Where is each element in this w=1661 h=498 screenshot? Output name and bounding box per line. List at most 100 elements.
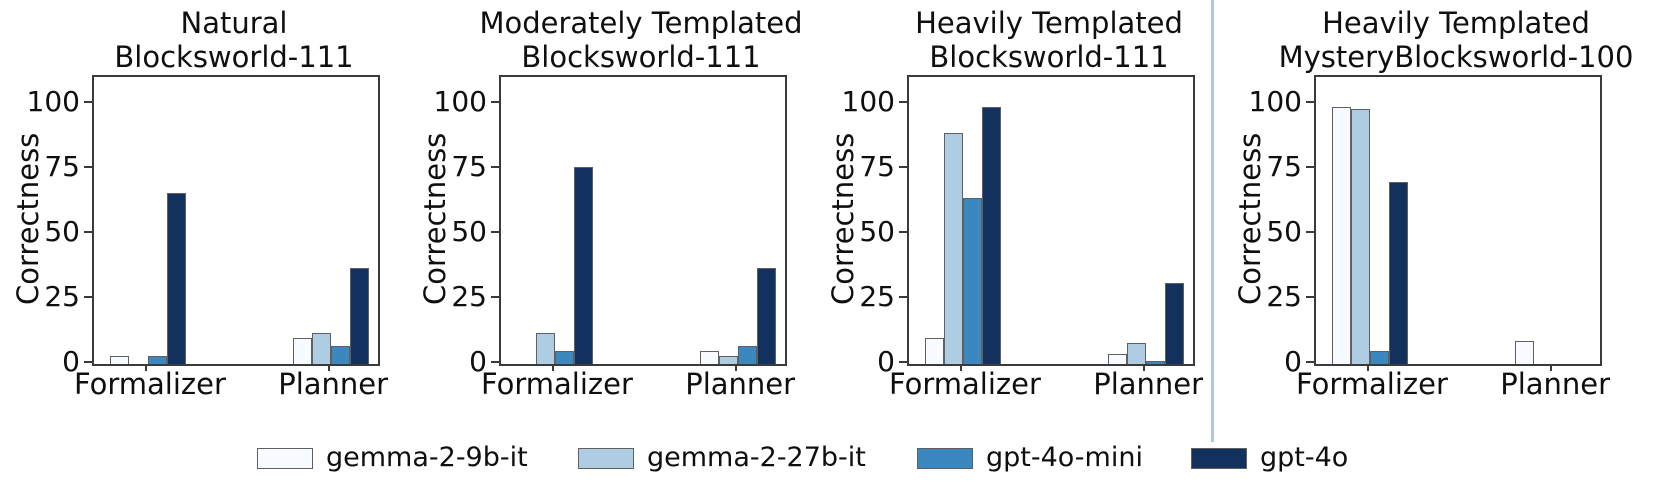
x-tick-label-planner: Planner: [278, 367, 389, 401]
bars-layer: [909, 77, 1193, 364]
y-tick-label: 25: [1266, 280, 1302, 314]
panel-title: Heavily Templated Blocksworld-111: [915, 6, 1183, 74]
y-tick-mark: [899, 101, 907, 104]
panel-title-line: Heavily Templated: [1322, 6, 1590, 40]
x-tick-label-formalizer: Formalizer: [888, 367, 1041, 401]
legend-entry-gpt-4o: gpt-4o: [1191, 443, 1348, 473]
panel-title-line: Blocksworld-111: [114, 40, 354, 74]
legend-entry-gemma-2-27b-it: gemma-2-27b-it: [578, 443, 866, 473]
legend-label: gpt-4o: [1260, 442, 1349, 473]
y-tick-label: 100: [841, 85, 895, 119]
x-tick-mark: [144, 364, 147, 371]
legend-swatch-gpt-4o: [1191, 447, 1247, 469]
y-tick-label: 0: [62, 345, 80, 378]
x-tick-mark: [1143, 364, 1146, 371]
bar-gpt-4o-mini-planner: [738, 345, 758, 364]
x-tick-mark: [735, 364, 738, 371]
bar-gpt-4o-formalizer: [981, 106, 1001, 364]
y-tick-mark: [491, 361, 499, 363]
bar-gpt-4o-formalizer: [1388, 182, 1408, 364]
panel-title-line: Moderately Templated: [479, 6, 803, 40]
legend-swatch-gemma-2-9b-it: [257, 447, 313, 469]
y-tick-label: 0: [1284, 345, 1302, 378]
bar-gpt-4o-mini-planner: [331, 345, 351, 364]
panel-title: Heavily Templated MysteryBlocksworld-100: [1279, 6, 1634, 74]
x-tick-mark: [1550, 364, 1553, 371]
bar-gemma-2-9b-it-planner: [1108, 353, 1128, 364]
bars-layer: [94, 77, 378, 364]
x-tick-label-planner: Planner: [685, 367, 796, 401]
bars-layer: [1316, 77, 1600, 364]
x-tick-label-planner: Planner: [1500, 367, 1611, 401]
panel-title: Natural Blocksworld-111: [114, 6, 353, 74]
axes-box: [1314, 75, 1602, 366]
y-tick-mark: [84, 166, 92, 169]
y-tick-mark: [491, 296, 499, 299]
axes-box: [92, 75, 380, 366]
bar-gemma-2-27b-it-formalizer: [943, 132, 963, 364]
axes-box: [907, 75, 1195, 366]
panel-title-line: Heavily Templated: [915, 6, 1183, 40]
bar-gpt-4o-mini-formalizer: [147, 356, 167, 364]
bar-gemma-2-27b-it-planner: [312, 332, 332, 364]
y-tick-label: 100: [1248, 85, 1302, 119]
y-tick-label: 100: [433, 85, 487, 119]
y-tick-label: 75: [859, 150, 895, 184]
y-tick-mark: [84, 296, 92, 299]
legend-label: gemma-2-9b-it: [326, 442, 528, 473]
bar-gpt-4o-planner: [350, 267, 370, 364]
y-tick-mark: [899, 166, 907, 169]
bar-gemma-2-27b-it-formalizer: [1350, 109, 1370, 364]
y-tick-label: 25: [859, 280, 895, 314]
y-tick-label: 25: [44, 280, 80, 314]
y-tick-label: 100: [26, 85, 80, 119]
y-tick-mark: [1306, 166, 1314, 169]
x-tick-label-planner: Planner: [1093, 367, 1204, 401]
y-tick-mark: [1306, 101, 1314, 104]
bar-gemma-2-27b-it-planner: [1127, 343, 1147, 364]
x-tick-label-formalizer: Formalizer: [480, 367, 633, 401]
y-tick-label: 75: [1266, 150, 1302, 184]
y-tick-mark: [899, 361, 907, 363]
bar-gemma-2-9b-it-planner: [293, 338, 313, 364]
y-tick-mark: [899, 231, 907, 234]
y-tick-label: 50: [1266, 215, 1302, 249]
legend-swatch-gemma-2-27b-it: [578, 447, 634, 469]
x-tick-mark: [328, 364, 331, 371]
bar-gemma-2-27b-it-planner: [719, 356, 739, 364]
y-tick-label: 50: [44, 215, 80, 249]
y-tick-mark: [491, 101, 499, 104]
x-tick-label-formalizer: Formalizer: [1295, 367, 1448, 401]
legend-label: gpt-4o-mini: [986, 442, 1143, 473]
y-tick-mark: [84, 361, 92, 363]
y-tick-label: 0: [469, 345, 487, 378]
y-tick-mark: [1306, 361, 1314, 363]
panel-title-line: Blocksworld-111: [929, 40, 1169, 74]
y-tick-label: 25: [451, 280, 487, 314]
y-tick-mark: [84, 101, 92, 104]
legend-entry-gpt-4o-mini: gpt-4o-mini: [917, 443, 1143, 473]
y-tick-label: 75: [44, 150, 80, 184]
bar-gpt-4o-formalizer: [573, 166, 593, 364]
y-tick-mark: [1306, 231, 1314, 234]
y-tick-label: 75: [451, 150, 487, 184]
bar-gemma-2-27b-it-formalizer: [535, 332, 555, 364]
bar-gpt-4o-mini-formalizer: [554, 351, 574, 364]
bar-gpt-4o-mini-planner: [1146, 361, 1166, 364]
y-tick-label: 50: [451, 215, 487, 249]
bar-gemma-2-9b-it-formalizer: [109, 356, 129, 364]
bar-gpt-4o-mini-formalizer: [1369, 351, 1389, 364]
x-tick-mark: [551, 364, 554, 371]
bar-gemma-2-9b-it-planner: [700, 351, 720, 364]
x-tick-mark: [959, 364, 962, 371]
y-tick-mark: [1306, 296, 1314, 299]
panel-title-line: Natural: [180, 6, 288, 40]
bar-gpt-4o-planner: [1165, 283, 1185, 364]
legend-label: gemma-2-27b-it: [647, 442, 866, 473]
panel-separator-line: [1211, 0, 1214, 442]
bar-gpt-4o-formalizer: [166, 192, 186, 364]
legend-entry-gemma-2-9b-it: gemma-2-9b-it: [257, 443, 528, 473]
y-tick-mark: [899, 296, 907, 299]
y-tick-label: 0: [877, 345, 895, 378]
